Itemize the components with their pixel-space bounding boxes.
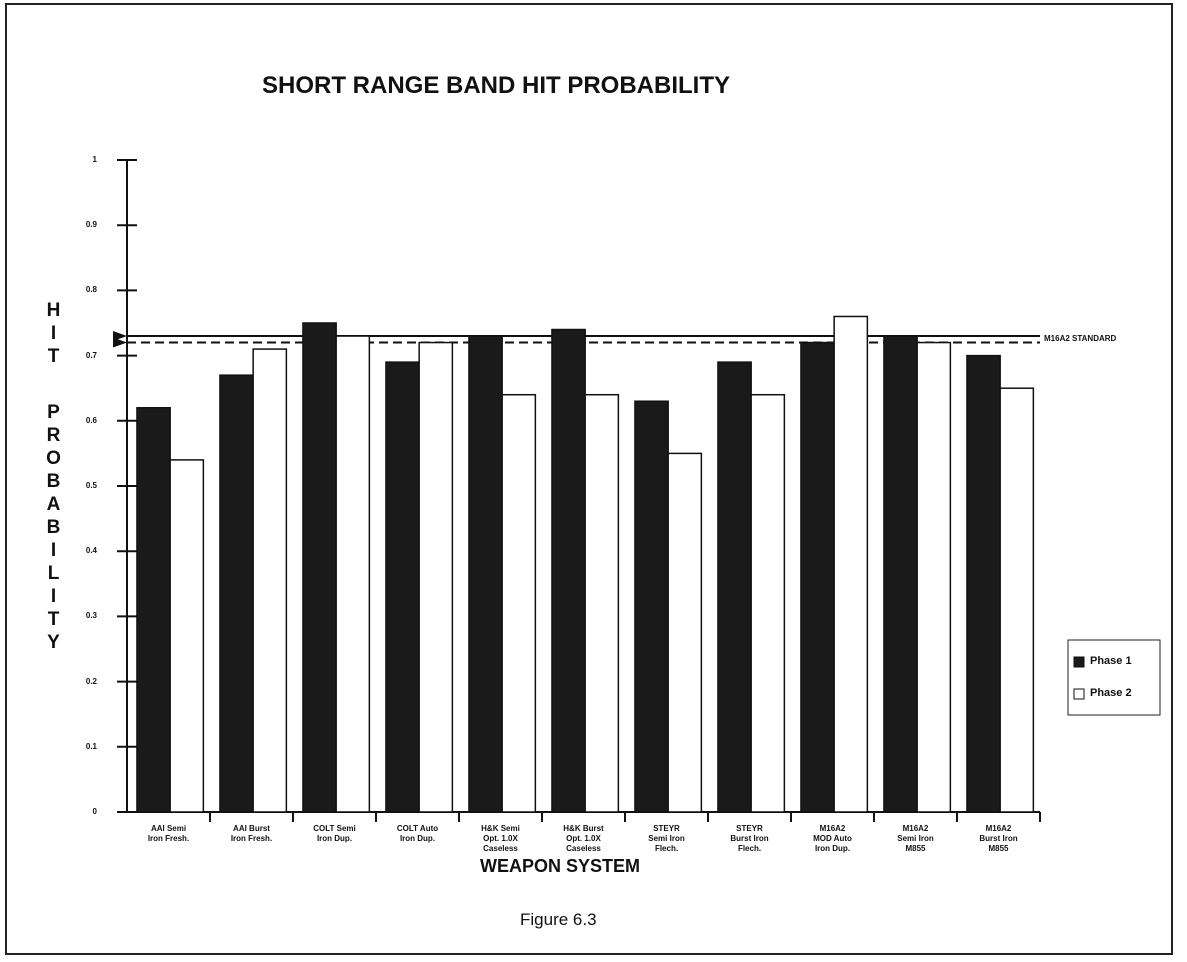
x-tick-label: AAI Burst Iron Fresh. [230, 824, 273, 843]
bar [418, 341, 454, 813]
bar [916, 341, 952, 813]
legend-label: Phase 2 [1090, 687, 1132, 699]
bar [750, 393, 786, 813]
reference-arrow [113, 331, 127, 342]
caption: Figure 6.3 [520, 910, 597, 929]
bar [717, 361, 752, 813]
bar [883, 335, 918, 813]
bar [800, 341, 835, 813]
y-tick-label: 0.5 [85, 481, 97, 490]
x-tick-label: M16A2 MOD Auto Iron Dup. [813, 824, 852, 853]
legend-swatch [1073, 688, 1085, 700]
x-tick-label: STEYR Semi Iron Flech. [648, 824, 685, 853]
y-tick-label: 1 [92, 155, 97, 164]
bar [136, 407, 171, 813]
y-tick-label: 0.3 [85, 611, 97, 621]
x-tick-label: STEYR Burst Iron Flech. [730, 824, 769, 853]
bar [833, 315, 869, 813]
bar [468, 335, 503, 813]
x-tick-label: COLT Semi Iron Dup. [313, 824, 356, 843]
bar [302, 322, 337, 813]
bar [999, 387, 1035, 813]
y-tick-label: 0 [92, 807, 97, 816]
x-tick-label: M16A2 Burst Iron M855 [979, 824, 1018, 853]
x-tick-label: H&K Burst Opt. 1.0X Caseless [563, 824, 604, 853]
frame [5, 3, 1173, 955]
legend-box [1067, 639, 1161, 716]
x-tick-label: AAI Semi Iron Fresh. [147, 824, 190, 843]
bar [667, 452, 703, 813]
reference-arrow [113, 337, 127, 348]
legend-swatch [1073, 656, 1085, 668]
bar [584, 393, 620, 813]
reference-label: M16A2 STANDARD [1044, 334, 1117, 344]
x-axis-label: WEAPON SYSTEM [480, 856, 641, 876]
bar [634, 400, 669, 813]
bar [385, 361, 420, 813]
bar [335, 335, 371, 813]
bar [551, 328, 586, 813]
bar [501, 393, 537, 813]
bar [219, 374, 254, 813]
x-tick-label: COLT Auto Iron Dup. [396, 824, 439, 843]
x-tick-label: M16A2 Semi Iron M855 [897, 824, 934, 853]
y-tick-label: 0.6 [85, 415, 97, 425]
y-tick-label: 0.9 [85, 220, 97, 230]
y-tick-label: 0.1 [85, 741, 97, 751]
bar [169, 459, 205, 813]
y-tick-label: 0.2 [85, 676, 97, 686]
x-tick-label: H&K Semi Opt. 1.0X Caseless [481, 824, 520, 853]
chart-title: SHORT RANGE BAND HIT PROBABILITY [262, 72, 730, 99]
y-tick-label: 0.8 [85, 285, 97, 295]
legend-label: Phase 1 [1090, 655, 1132, 667]
y-tick-label: 0.7 [85, 350, 97, 360]
bar [252, 348, 288, 813]
bar [966, 354, 1001, 813]
y-axis-label: HIT PROBABILITY [43, 300, 64, 655]
y-tick-label: 0.4 [85, 546, 97, 556]
